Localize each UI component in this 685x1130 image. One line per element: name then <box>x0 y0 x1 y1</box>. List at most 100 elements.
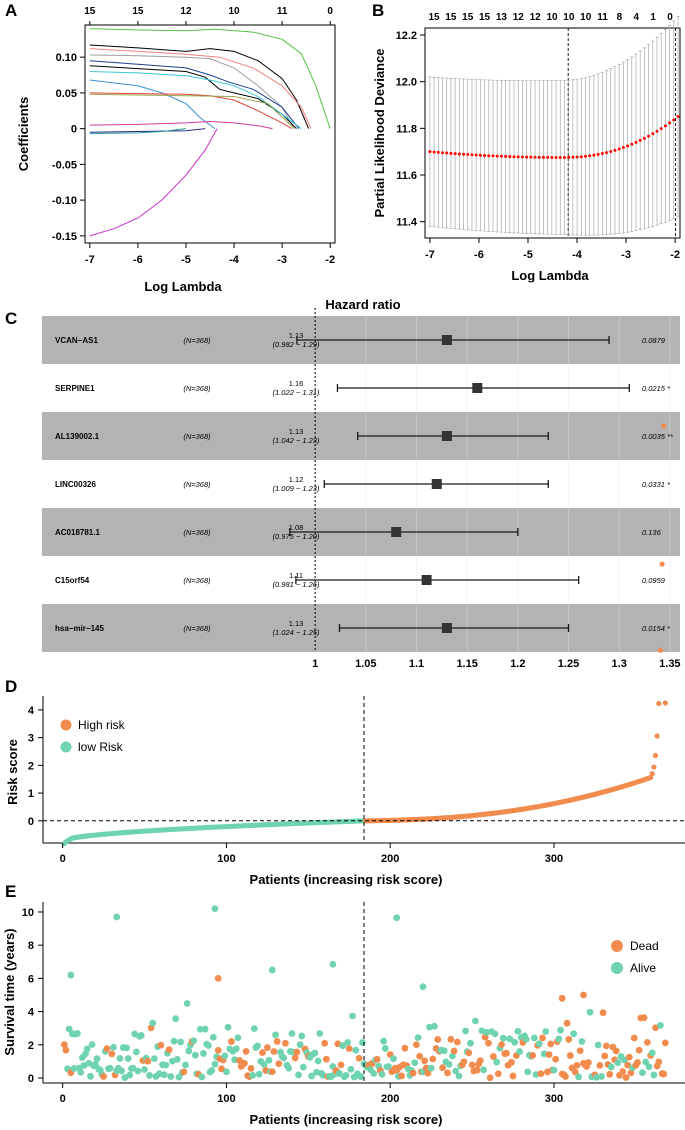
dead-point <box>218 1065 225 1073</box>
top-tick-label: 4 <box>634 12 640 23</box>
deviance-point <box>647 134 651 138</box>
dead-point <box>486 1074 494 1082</box>
high-risk-point <box>649 771 655 777</box>
alive-point <box>657 1021 664 1029</box>
dead-point <box>273 1038 281 1045</box>
dead-point <box>537 1070 545 1078</box>
alive-point <box>118 1067 126 1075</box>
n-label: (N=368) <box>183 624 211 633</box>
alive-point <box>621 1056 628 1064</box>
alive-point <box>150 1055 158 1063</box>
dead-point <box>643 1038 651 1046</box>
dead-point <box>503 1049 510 1057</box>
alive-point <box>570 1030 578 1038</box>
y-axis-ticks: 0 2 4 6 8 10 <box>22 907 43 1085</box>
alive-point <box>146 1072 153 1079</box>
dead-point <box>422 1064 430 1072</box>
deviance-point <box>520 155 524 159</box>
x-tick-label: 200 <box>381 853 399 865</box>
x-tick-label: 100 <box>217 853 235 865</box>
coefficient-paths <box>89 28 331 237</box>
panel-letter-d: D <box>5 677 17 696</box>
x-axis-title: Patients (increasing risk score) <box>250 872 443 887</box>
alive-point <box>87 1072 94 1080</box>
dead-point <box>602 1042 610 1050</box>
top-tick-label: 10 <box>563 12 575 23</box>
dead-point <box>337 1061 345 1069</box>
high-risk-point <box>662 700 668 706</box>
alive-point <box>167 1073 175 1080</box>
panel-letter-b: B <box>372 1 384 20</box>
dead-point <box>144 1057 152 1065</box>
dead-point <box>409 1069 417 1077</box>
hr-marker <box>441 335 452 345</box>
legend-swatch <box>611 962 623 974</box>
high-risk-point <box>656 700 662 707</box>
alive-point <box>370 1070 378 1077</box>
deviance-point <box>445 151 449 155</box>
alive-point <box>648 1049 656 1057</box>
coefficient-path-navy_neg <box>89 128 206 133</box>
n-label: (N=368) <box>183 432 211 441</box>
alive-point <box>380 1037 388 1045</box>
alive-point <box>542 1028 550 1035</box>
alive-point <box>65 1025 73 1033</box>
dead-point <box>529 1052 537 1059</box>
alive-point <box>221 1052 229 1060</box>
high-risk-point <box>654 733 660 739</box>
deviance-point <box>525 155 529 159</box>
y-tick-label: 11.6 <box>396 170 417 182</box>
alive-point <box>352 1046 360 1054</box>
x-tick-label: 1 <box>312 658 318 670</box>
alive-point <box>452 1067 460 1075</box>
ci-label: (1.022 − 1.31) <box>273 388 320 397</box>
alive-point <box>183 1000 191 1007</box>
x-tick-label: 1.15 <box>456 658 477 670</box>
y-axis-ticks: 0 1 2 3 4 <box>28 705 43 828</box>
x-tick-label: 1.2 <box>510 658 525 670</box>
hr-marker <box>441 431 452 441</box>
x-axis-ticks: -7 -6 -5 -4 -3 -2 <box>425 238 680 261</box>
dead-point <box>634 1059 641 1066</box>
top-tick-label: 15 <box>428 12 440 23</box>
alive-point <box>141 1066 148 1073</box>
top-tick-label: 12 <box>180 6 192 17</box>
coefficient-path-magenta_small <box>89 120 273 130</box>
y-tick-label: 10 <box>22 907 34 919</box>
deviance-point <box>508 155 512 159</box>
dead-point <box>599 1009 607 1017</box>
x-axis-title: Patients (increasing risk score) <box>250 1112 443 1127</box>
high-risk-point <box>657 647 664 653</box>
mean-deviance-points <box>428 115 680 159</box>
dead-point <box>450 1047 458 1055</box>
y-tick-label: 12.0 <box>396 77 417 89</box>
top-tick-label: 12 <box>530 12 542 23</box>
alive-point <box>316 1030 324 1037</box>
alive-point <box>88 1041 96 1048</box>
top-tick-label: 0 <box>327 6 333 17</box>
deviance-point <box>617 147 621 151</box>
dead-point <box>547 1040 555 1048</box>
alive-point <box>314 1057 322 1065</box>
deviance-point <box>579 155 583 159</box>
top-tick-label: 15 <box>84 6 96 17</box>
alive-point <box>381 1045 389 1052</box>
x-tick-label: 300 <box>545 853 563 865</box>
dead-point <box>157 1041 165 1049</box>
ci-label: (0.975 − 1.20) <box>273 532 320 541</box>
legend-swatch <box>611 940 623 952</box>
deviance-point <box>428 150 432 154</box>
gene-label: SERPINE1 <box>55 384 95 393</box>
alive-point <box>160 1071 168 1079</box>
n-label: (N=368) <box>183 576 211 585</box>
alive-point <box>308 1072 315 1080</box>
alive-point <box>265 1056 273 1064</box>
alive-point <box>113 913 121 921</box>
top-tick-label: 8 <box>617 12 623 23</box>
dead-point <box>489 1053 497 1060</box>
alive-point <box>336 1070 343 1077</box>
dead-point <box>545 1051 553 1058</box>
alive-point <box>234 1034 242 1042</box>
gene-label: C15orf54 <box>55 576 90 585</box>
